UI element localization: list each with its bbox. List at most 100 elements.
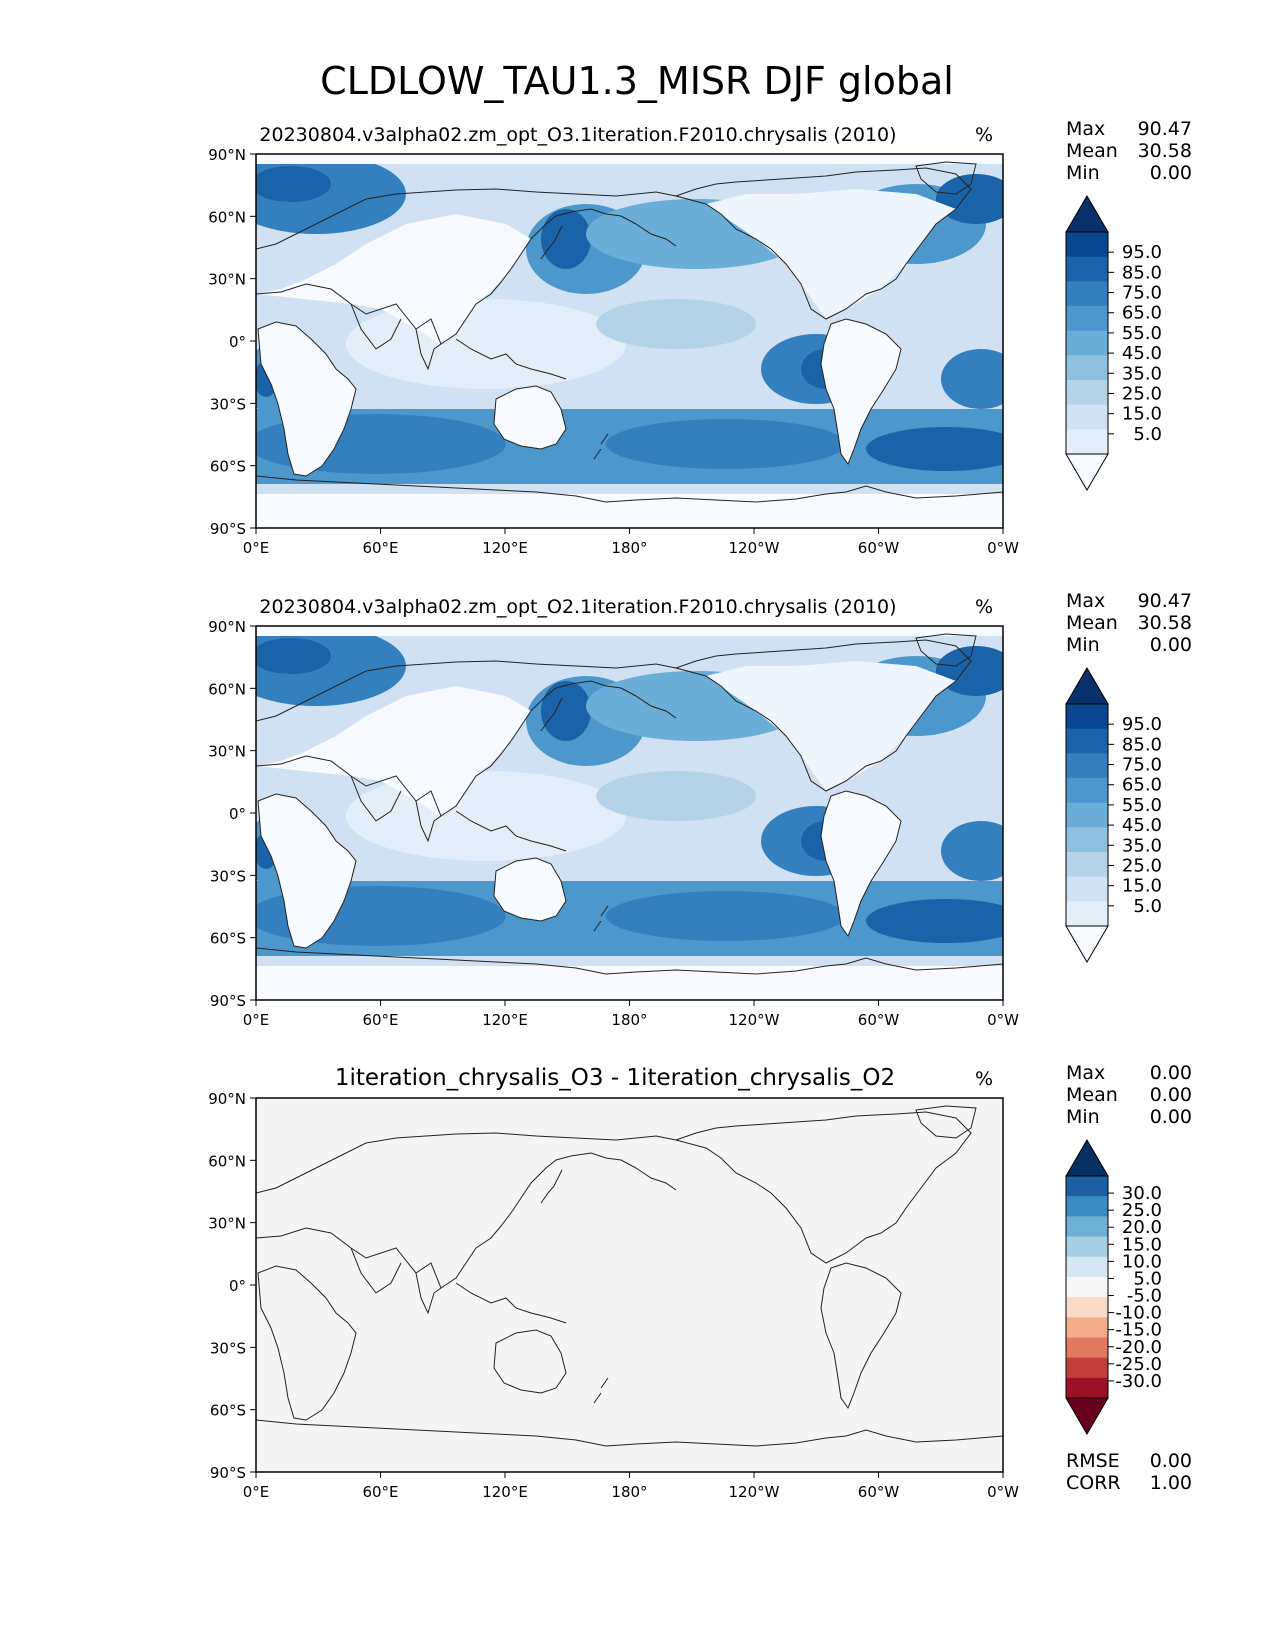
lon-tick-label: 60°W [858, 539, 900, 557]
lat-tick-label: 90°S [210, 520, 246, 538]
colorbar-band [1066, 1377, 1108, 1399]
colorbar-tick-label: 25.0 [1122, 383, 1162, 404]
colorbar-band [1066, 778, 1108, 804]
lon-tick-label: 180° [611, 539, 647, 557]
colorbar-frame [1065, 1175, 1109, 1399]
lat-tick-label: 30°S [210, 395, 246, 413]
colorbar-extend-bottom [1065, 1397, 1109, 1435]
lon-tick-label: 0°W [987, 1483, 1019, 1501]
lat-tick-label: 90°S [210, 1464, 246, 1482]
colorbar-tick-label: 25.0 [1122, 855, 1162, 876]
colorbar-band [1066, 429, 1108, 455]
panel-1: 20230804.v3alpha02.zm_opt_O3.1iteration.… [208, 118, 1192, 557]
colorbar-band [1066, 728, 1108, 754]
colorbar-tick-label: -20.0 [1115, 1337, 1162, 1358]
colorbar-tick-label: 25.0 [1122, 1200, 1162, 1221]
colorbar-band [1066, 704, 1108, 730]
colorbar-band [1066, 380, 1108, 406]
colorbar-band [1066, 306, 1108, 332]
colorbar-band [1066, 852, 1108, 878]
lon-tick-label: 120°W [729, 539, 780, 557]
colorbar-extend-top [1065, 195, 1109, 233]
lon-tick-label: 60°W [858, 1483, 900, 1501]
lon-tick-label: 180° [611, 1483, 647, 1501]
panel-3-min-value: 0.00 [1150, 1106, 1192, 1128]
colorbar-tick-label: 85.0 [1122, 262, 1162, 283]
lat-tick-label: 30°N [208, 1215, 246, 1233]
corr-value: 1.00 [1150, 1472, 1192, 1494]
colorbar-tick-label: 35.0 [1122, 363, 1162, 384]
lat-tick-label: 90°N [208, 1090, 246, 1108]
colorbar-tick-label: 85.0 [1122, 734, 1162, 755]
panel-1-max-value: 90.47 [1138, 118, 1192, 140]
panel-1-max-label: Max [1066, 118, 1105, 140]
colorbar-tick-label: 95.0 [1122, 242, 1162, 263]
colorbar-frame [1065, 231, 1109, 455]
lat-tick-label: 30°N [208, 271, 246, 289]
lon-tick-label: 120°E [482, 1011, 528, 1029]
lon-tick-label: 180° [611, 1011, 647, 1029]
panel-1-colorbar: 95.085.075.065.055.045.035.025.015.05.0 [1065, 195, 1162, 491]
colorbar-band [1066, 404, 1108, 430]
colorbar-band [1066, 1236, 1108, 1258]
panel-2-units: % [975, 596, 993, 618]
panel-1-min-label: Min [1066, 162, 1100, 184]
lat-tick-label: 60°S [210, 1402, 246, 1420]
colorbar-band [1066, 901, 1108, 927]
colorbar-extend-top [1065, 1139, 1109, 1177]
panel-1-mean-value: 30.58 [1138, 140, 1192, 162]
panel-3-mean-value: 0.00 [1150, 1084, 1192, 1106]
lat-tick-label: 60°N [208, 680, 246, 698]
panel-1-min-value: 0.00 [1150, 162, 1192, 184]
colorbar-tick-label: 15.0 [1122, 876, 1162, 897]
colorbar-extend-bottom [1065, 453, 1109, 491]
lon-tick-label: 120°E [482, 1483, 528, 1501]
colorbar-band [1066, 1317, 1108, 1338]
panel-3-map [256, 1098, 1003, 1472]
lon-tick-label: 60°E [362, 1011, 398, 1029]
panel-3-max-label: Max [1066, 1062, 1105, 1084]
panel-3-colorbar: 30.025.020.015.010.05.0-5.0-10.0-15.0-20… [1065, 1139, 1162, 1435]
colorbar-tick-label: 75.0 [1122, 283, 1162, 304]
figure-title: CLDLOW_TAU1.3_MISR DJF global [320, 59, 954, 103]
lat-tick-label: 90°N [208, 618, 246, 636]
panel-2-max-label: Max [1066, 590, 1105, 612]
colorbar-tick-label: -25.0 [1115, 1354, 1162, 1375]
panel-2-min-label: Min [1066, 634, 1100, 656]
colorbar-band [1066, 1297, 1108, 1318]
lon-tick-label: 0°E [243, 1483, 270, 1501]
colorbar-extend-top [1065, 667, 1109, 705]
lat-tick-label: 60°N [208, 1152, 246, 1170]
panel-2-subtitle: 20230804.v3alpha02.zm_opt_O2.1iteration.… [259, 596, 896, 618]
colorbar-tick-label: 15.0 [1122, 404, 1162, 425]
panel-1-stats: Max 90.47 Mean 30.58 Min 0.00 [1066, 118, 1192, 184]
lon-tick-label: 0°E [243, 539, 270, 557]
colorbar-band [1066, 355, 1108, 381]
lat-tick-label: 90°N [208, 146, 246, 164]
colorbar-tick-label: 20.0 [1122, 1217, 1162, 1238]
colorbar-tick-label: 55.0 [1122, 323, 1162, 344]
colorbar-tick-label: 15.0 [1122, 1234, 1162, 1255]
panel-3-subtitle: 1iteration_chrysalis_O3 - 1iteration_chr… [335, 1065, 895, 1091]
lat-tick-label: 30°S [210, 1339, 246, 1357]
colorbar-band [1066, 256, 1108, 282]
rmse-value: 0.00 [1150, 1450, 1192, 1472]
colorbar-tick-label: 30.0 [1122, 1183, 1162, 1204]
lon-tick-label: 60°W [858, 1011, 900, 1029]
lat-tick-label: 0° [229, 805, 246, 823]
lon-tick-label: 120°W [729, 1483, 780, 1501]
colorbar-tick-label: 65.0 [1122, 775, 1162, 796]
colorbar-tick-label: 5.0 [1133, 1268, 1162, 1289]
colorbar-band [1066, 232, 1108, 258]
colorbar-tick-label: -15.0 [1115, 1320, 1162, 1341]
colorbar-tick-label: 35.0 [1122, 835, 1162, 856]
lon-tick-label: 120°E [482, 539, 528, 557]
panel-2-min-value: 0.00 [1150, 634, 1192, 656]
colorbar-tick-label: 5.0 [1133, 896, 1162, 917]
colorbar-tick-label: 75.0 [1122, 755, 1162, 776]
panel-3: 1iteration_chrysalis_O3 - 1iteration_chr… [208, 1062, 1192, 1501]
colorbar-tick-label: 65.0 [1122, 303, 1162, 324]
colorbar-tick-label: 95.0 [1122, 714, 1162, 735]
colorbar-tick-label: 5.0 [1133, 424, 1162, 445]
lon-tick-label: 0°W [987, 1011, 1019, 1029]
